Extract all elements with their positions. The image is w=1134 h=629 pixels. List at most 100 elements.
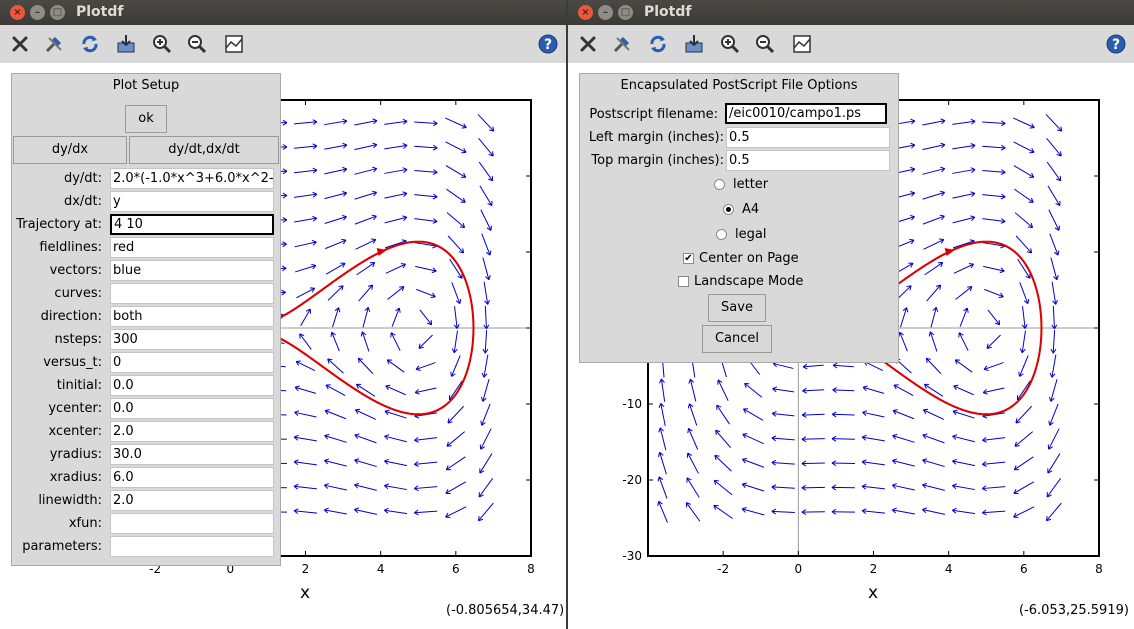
zoom-out-icon[interactable] xyxy=(754,33,776,55)
setup-input[interactable]: both xyxy=(110,306,274,327)
window-close-icon[interactable]: × xyxy=(578,5,593,20)
ok-button[interactable]: ok xyxy=(125,105,167,133)
vector-arrow xyxy=(451,282,462,305)
radio-button[interactable] xyxy=(714,179,725,190)
tab-dydt-dxdt[interactable]: dy/dt,dx/dt xyxy=(129,136,279,164)
vector-arrow xyxy=(952,507,976,515)
save-button[interactable]: Save xyxy=(708,294,766,322)
radio-button[interactable] xyxy=(723,204,734,215)
vector-arrow xyxy=(295,360,316,371)
tools-icon[interactable] xyxy=(611,33,633,55)
vector-arrow xyxy=(446,212,466,229)
left-margin-input[interactable]: 0.5 xyxy=(726,127,890,148)
window-maximize-icon[interactable]: □ xyxy=(618,5,633,20)
tools-icon[interactable] xyxy=(43,33,65,55)
vector-arrow xyxy=(1049,354,1057,378)
vector-arrow xyxy=(657,451,667,475)
refresh-icon[interactable] xyxy=(79,33,101,55)
help-icon[interactable]: ? xyxy=(537,33,559,55)
x-axis-label: x xyxy=(868,583,878,603)
setup-input[interactable] xyxy=(110,283,274,304)
setup-input[interactable]: 0 xyxy=(110,352,274,373)
help-icon[interactable]: ? xyxy=(1105,33,1127,55)
paper-radio-letter[interactable]: letter xyxy=(714,177,768,192)
plotdf-window-right: × – □ Plotdf ? -2 0 2 4 6 8 -10 -20 -30 x (-6.053… xyxy=(568,0,1134,629)
vector-arrow xyxy=(982,436,1006,443)
paper-radio-legal[interactable]: legal xyxy=(716,227,766,242)
vector-arrow xyxy=(355,238,377,250)
close-icon[interactable] xyxy=(577,33,599,55)
x-tick-label: 0 xyxy=(227,562,235,576)
plot-icon[interactable] xyxy=(223,33,245,55)
vector-arrow xyxy=(384,215,408,224)
vector-arrow xyxy=(954,359,973,373)
vector-arrow xyxy=(892,409,915,420)
top-margin-input[interactable]: 0.5 xyxy=(726,150,890,171)
setup-input[interactable]: y xyxy=(110,191,274,212)
landscape-mode-checkbox[interactable]: Landscape Mode xyxy=(678,274,803,289)
setup-input[interactable]: 2.0*(-1.0*x^3+6.0*x^2- xyxy=(110,168,274,189)
vector-arrow xyxy=(480,403,491,426)
vector-arrow xyxy=(1014,188,1034,203)
setup-input[interactable]: blue xyxy=(110,260,274,281)
setup-label: ycenter: xyxy=(48,401,102,416)
plot-icon[interactable] xyxy=(791,33,813,55)
refresh-icon[interactable] xyxy=(647,33,669,55)
zoom-out-icon[interactable] xyxy=(186,33,208,55)
vector-arrow xyxy=(686,452,699,474)
setup-input[interactable]: 6.0 xyxy=(110,467,274,488)
vector-arrow xyxy=(384,458,408,467)
vector-arrow xyxy=(419,309,433,326)
setup-input[interactable]: 300 xyxy=(110,329,274,350)
vector-arrow xyxy=(987,309,1001,326)
setup-input[interactable]: 4 10 xyxy=(110,214,274,235)
zoom-in-icon[interactable] xyxy=(719,33,741,55)
vector-arrow xyxy=(414,144,438,151)
filename-input[interactable]: /eic0010/campo1.ps xyxy=(725,103,887,124)
vector-arrow xyxy=(892,433,915,443)
window-minimize-icon[interactable]: – xyxy=(30,5,45,20)
vector-arrow xyxy=(922,408,945,420)
radio-button[interactable] xyxy=(716,229,727,240)
vector-arrow xyxy=(354,458,377,468)
setup-input[interactable]: 2.0 xyxy=(110,421,274,442)
setup-input[interactable]: 0.0 xyxy=(110,398,274,419)
setup-input[interactable]: 30.0 xyxy=(110,444,274,465)
setup-input[interactable] xyxy=(110,536,274,557)
window-maximize-icon[interactable]: □ xyxy=(50,5,65,20)
vector-arrow xyxy=(414,461,438,467)
checkbox-box[interactable]: ✔ xyxy=(683,253,694,264)
save-icon[interactable] xyxy=(683,33,705,55)
vector-arrow xyxy=(294,119,318,126)
save-icon[interactable] xyxy=(115,33,137,55)
vector-arrow xyxy=(324,238,347,250)
window-minimize-icon[interactable]: – xyxy=(598,5,613,20)
vector-arrow xyxy=(802,387,825,394)
close-icon[interactable] xyxy=(9,33,31,55)
vector-arrow xyxy=(986,334,1001,349)
setup-input[interactable] xyxy=(110,513,274,534)
vector-arrow xyxy=(355,383,376,397)
window-title: Plotdf xyxy=(644,4,692,20)
vector-arrow xyxy=(414,509,438,516)
zoom-in-icon[interactable] xyxy=(151,33,173,55)
y-tick-label: -30 xyxy=(622,549,642,563)
setup-input[interactable]: 2.0 xyxy=(110,490,274,511)
vector-arrow xyxy=(923,238,945,250)
x-tick-label: 4 xyxy=(377,562,385,576)
vector-arrow xyxy=(327,358,344,374)
vector-arrow xyxy=(955,286,973,300)
paper-radio-a4[interactable]: A4 xyxy=(723,202,759,217)
checkbox-box[interactable] xyxy=(678,276,689,287)
vector-arrow xyxy=(323,483,347,491)
radio-label: legal xyxy=(735,227,767,242)
center-on-page-checkbox[interactable]: ✔ Center on Page xyxy=(683,251,799,266)
cancel-button[interactable]: Cancel xyxy=(702,325,772,353)
setup-input[interactable]: 0.0 xyxy=(110,375,274,396)
setup-label: xcenter: xyxy=(48,424,102,439)
setup-input[interactable]: red xyxy=(110,237,274,258)
window-close-icon[interactable]: × xyxy=(10,5,25,20)
checkbox-label: Center on Page xyxy=(699,251,799,266)
vector-arrow xyxy=(1014,431,1033,447)
tab-dydx[interactable]: dy/dx xyxy=(13,136,127,164)
